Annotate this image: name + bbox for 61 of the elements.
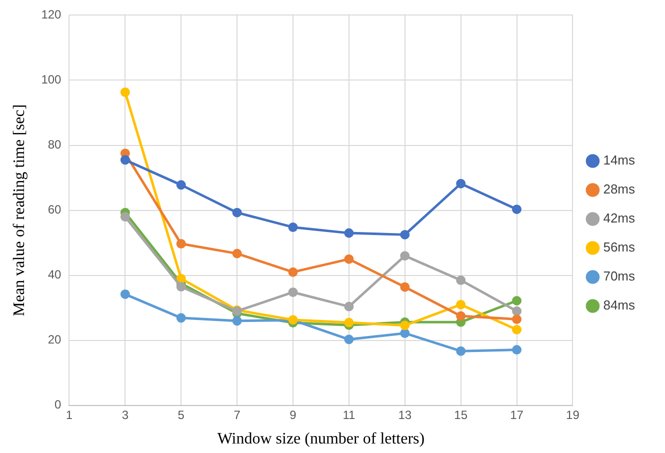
point bbox=[344, 254, 354, 264]
point bbox=[120, 212, 130, 222]
point bbox=[288, 287, 298, 297]
y-tick-label: 80 bbox=[48, 138, 62, 152]
y-tick-label: 120 bbox=[41, 8, 62, 22]
point bbox=[512, 306, 522, 316]
point bbox=[400, 251, 410, 261]
x-tick-label: 5 bbox=[178, 408, 185, 422]
y-tick-label: 40 bbox=[48, 268, 62, 282]
point bbox=[512, 324, 522, 334]
x-tick-label: 13 bbox=[398, 408, 412, 422]
point bbox=[176, 180, 186, 190]
point bbox=[288, 267, 298, 277]
point bbox=[512, 314, 522, 324]
point bbox=[400, 320, 410, 330]
point bbox=[512, 204, 522, 214]
point bbox=[176, 282, 186, 292]
point bbox=[176, 239, 186, 249]
point bbox=[456, 300, 466, 310]
point bbox=[456, 311, 466, 321]
legend-label: 28ms bbox=[603, 182, 636, 197]
point bbox=[232, 208, 242, 218]
point bbox=[120, 155, 130, 165]
point bbox=[120, 289, 130, 299]
point bbox=[120, 88, 130, 98]
legend-label: 70ms bbox=[603, 268, 636, 284]
point bbox=[176, 313, 186, 323]
point bbox=[400, 282, 410, 292]
y-tick-label: 20 bbox=[48, 332, 62, 347]
point bbox=[344, 228, 354, 238]
point bbox=[288, 222, 298, 232]
legend-label: 14ms bbox=[603, 152, 636, 168]
point bbox=[456, 178, 466, 188]
point bbox=[176, 274, 186, 284]
point bbox=[512, 296, 522, 306]
y-tick-label: 60 bbox=[48, 202, 62, 217]
y-tick-label: 0 bbox=[54, 398, 62, 412]
point bbox=[344, 302, 354, 312]
point bbox=[456, 275, 466, 285]
point bbox=[232, 248, 242, 258]
point bbox=[232, 316, 242, 326]
point bbox=[400, 328, 410, 338]
x-tick-label: 19 bbox=[566, 408, 580, 422]
legend-label: 42ms bbox=[603, 210, 636, 226]
x-tick-label: 3 bbox=[122, 408, 129, 422]
point bbox=[344, 334, 354, 344]
x-tick-label: 9 bbox=[290, 408, 297, 422]
point bbox=[456, 346, 466, 356]
x-tick-label: 11 bbox=[342, 408, 356, 422]
point bbox=[344, 318, 354, 328]
point bbox=[512, 345, 522, 355]
x-tick-label: 15 bbox=[454, 408, 468, 422]
legend-label: 56ms bbox=[603, 240, 636, 255]
x-tick-label: 17 bbox=[510, 408, 524, 422]
point bbox=[400, 230, 410, 240]
legend-label: 84ms bbox=[603, 298, 636, 313]
y-axis-title: Mean value of reading time [sec] bbox=[10, 104, 28, 316]
x-tick-label: 1 bbox=[66, 408, 73, 422]
x-axis-title: Window size (number of letters) bbox=[217, 430, 425, 448]
x-tick-label: 7 bbox=[234, 408, 241, 422]
y-tick-label: 100 bbox=[41, 72, 62, 87]
